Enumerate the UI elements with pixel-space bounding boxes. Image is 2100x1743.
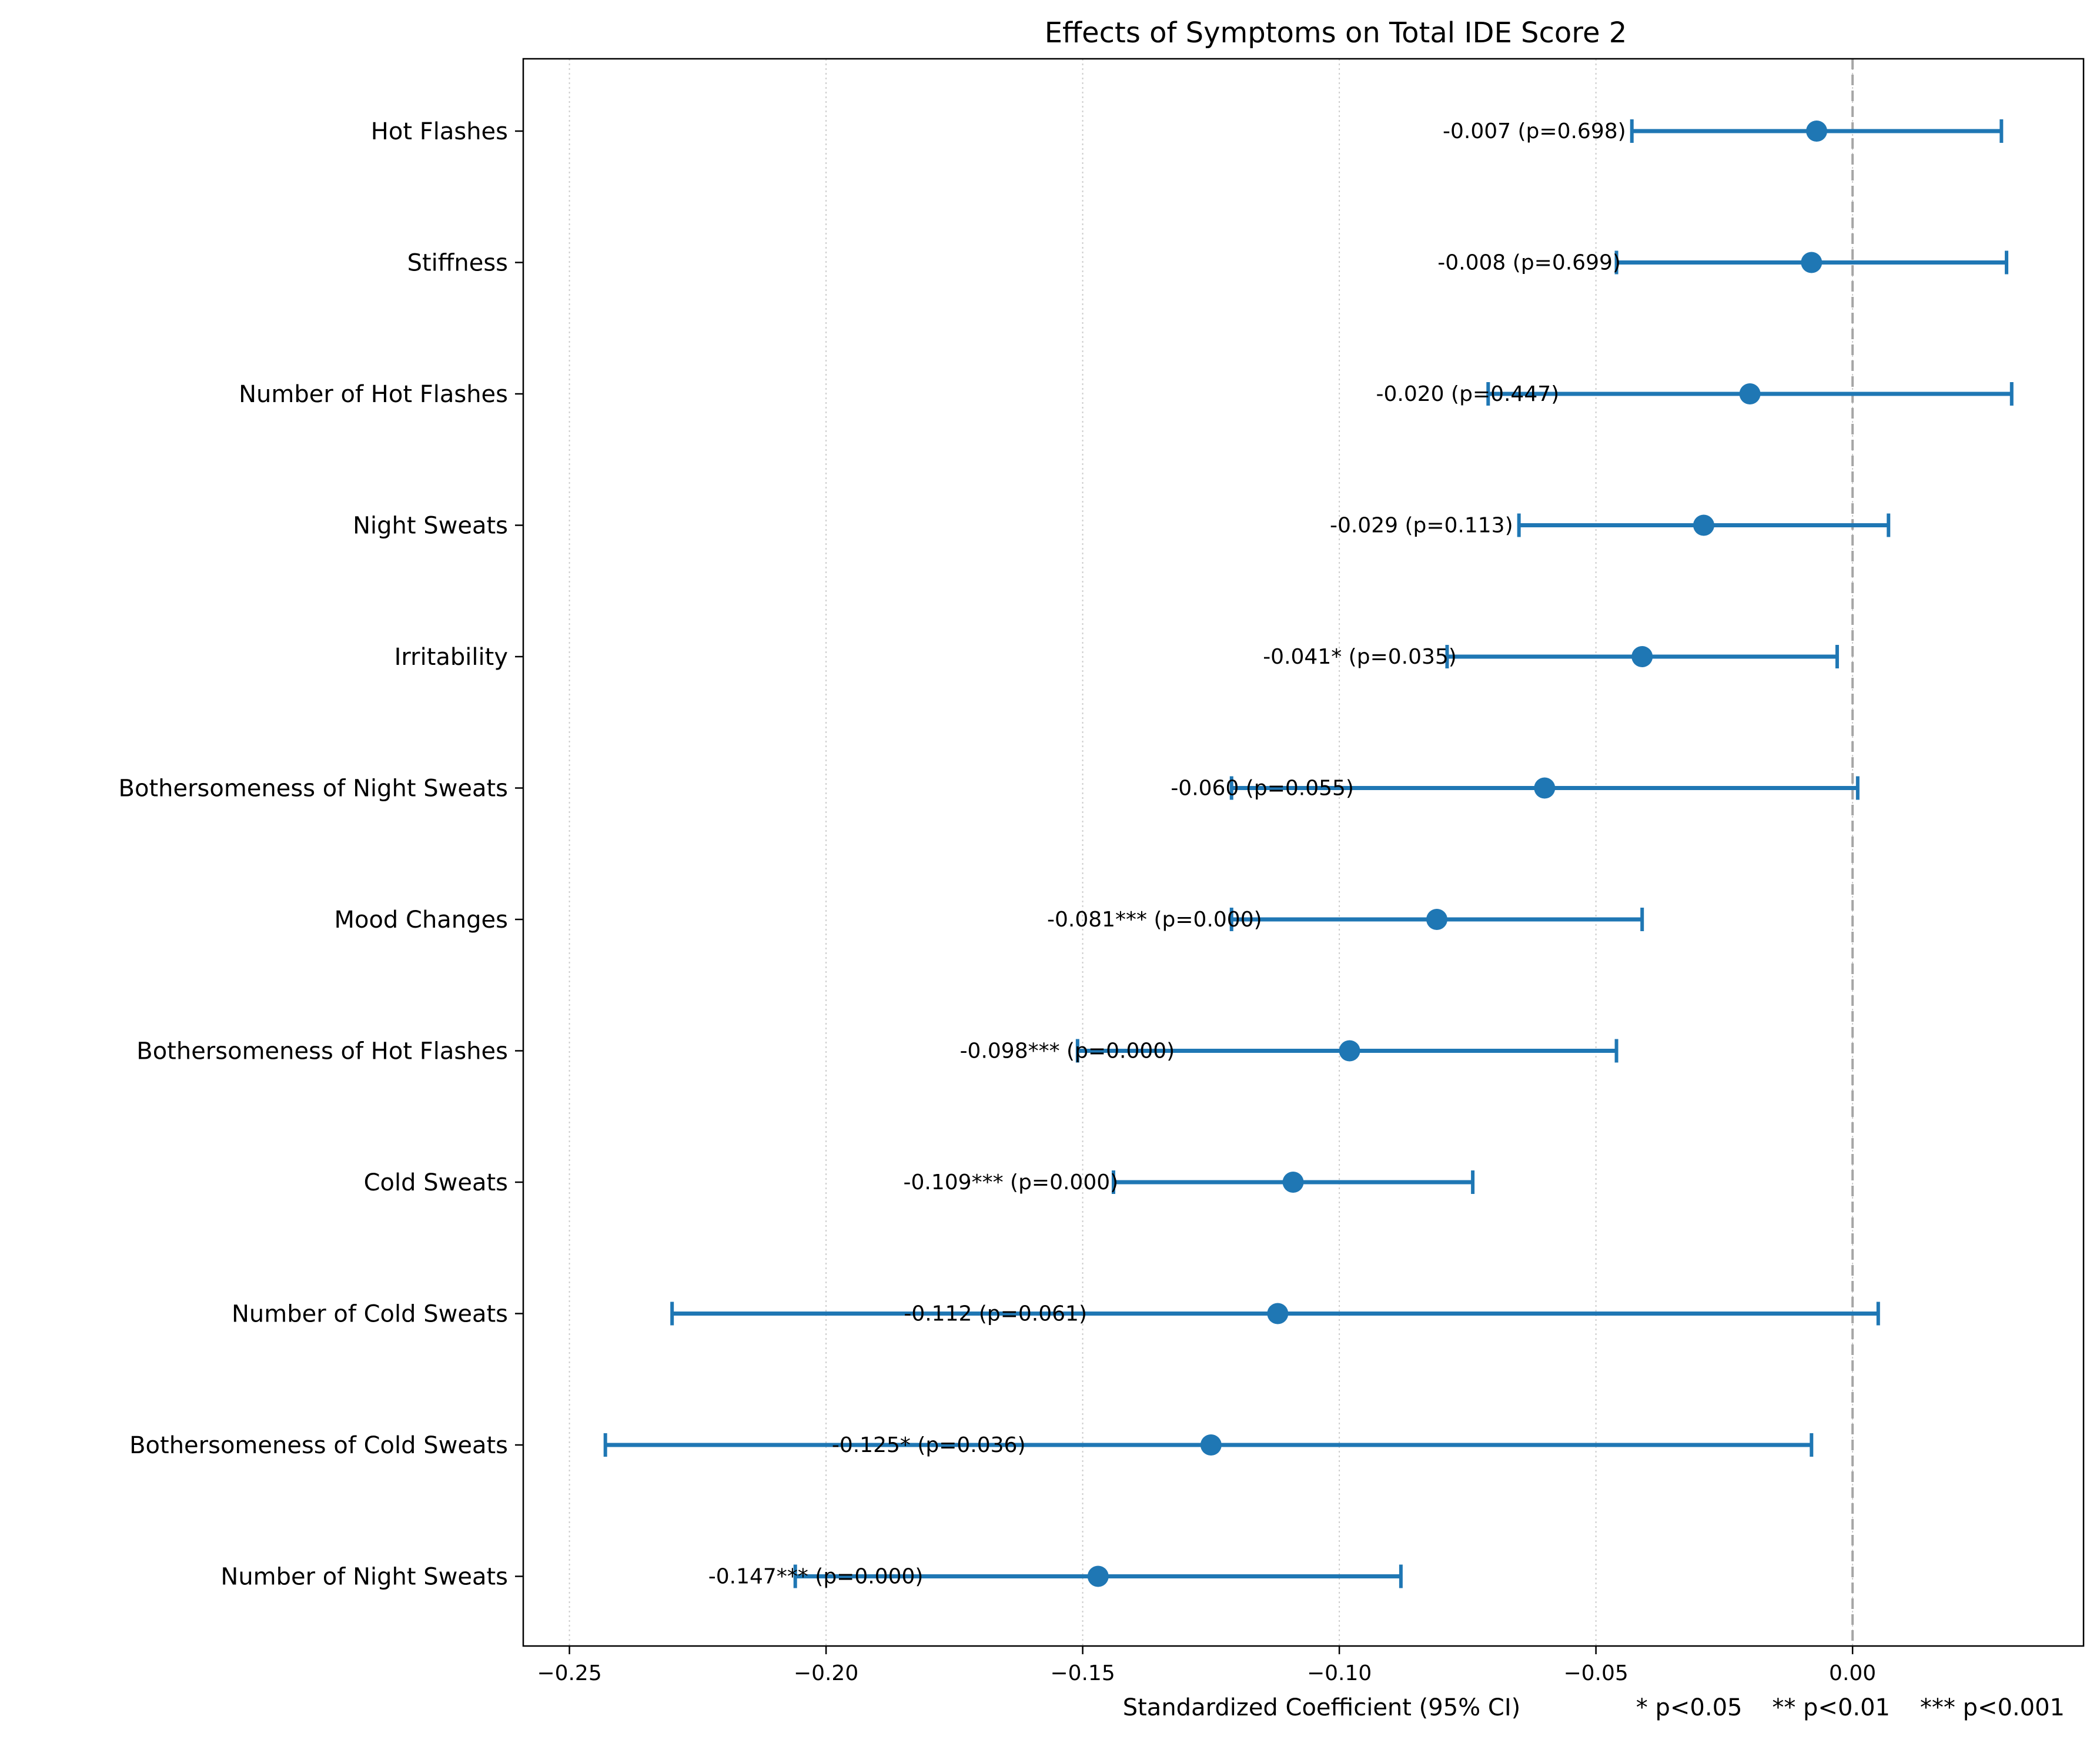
coefficient-annotations: -0.007 (p=0.698) -0.008 (p=0.699) -0.020 (… — [708, 119, 1626, 1589]
coefficient-point — [1282, 1172, 1304, 1193]
coefficient-point — [1267, 1303, 1289, 1324]
y-tick-label: Night Sweats — [353, 513, 508, 540]
y-tick-label: Number of Cold Sweats — [232, 1301, 508, 1328]
y-tick-label: Irritability — [394, 644, 508, 671]
coefficient-annotation: -0.060 (p=0.055) — [1171, 777, 1354, 801]
x-tick-label: 0.00 — [1829, 1661, 1876, 1685]
y-tick-label: Cold Sweats — [364, 1169, 508, 1196]
coefficient-annotation: -0.020 (p=0.447) — [1376, 382, 1560, 406]
y-axis-labels: Hot Flashes Stiffness Number of Hot Flashe… — [119, 118, 523, 1591]
chart-title: Effects of Symptoms on Total IDE Score 2 — [1045, 16, 1627, 49]
coefficient-annotation: -0.112 (p=0.061) — [904, 1302, 1087, 1326]
coefficient-annotation: -0.081*** (p=0.000) — [1047, 908, 1262, 932]
coefficient-annotation: -0.008 (p=0.699) — [1437, 251, 1621, 275]
y-tick-label: Bothersomeness of Cold Sweats — [129, 1432, 508, 1459]
coefficient-point — [1534, 777, 1556, 799]
x-tick-label: −0.25 — [537, 1661, 601, 1685]
x-tick-label: −0.05 — [1563, 1661, 1628, 1685]
coefficient-point — [1631, 646, 1653, 667]
x-axis-ticks: −0.25 −0.20 −0.15 −0.10 −0.05 0.00 — [537, 1646, 1876, 1685]
y-tick-label: Number of Hot Flashes — [239, 381, 508, 408]
significance-note: * p<0.05 ** p<0.01 *** p<0.001 — [1636, 1694, 2065, 1721]
coefficient-point — [1739, 383, 1761, 404]
coefficient-annotation: -0.007 (p=0.698) — [1443, 119, 1626, 143]
coefficient-point — [1426, 909, 1447, 930]
coefficient-point — [1801, 252, 1823, 273]
coefficient-annotation: -0.147*** (p=0.000) — [708, 1565, 924, 1589]
x-tick-label: −0.15 — [1050, 1661, 1115, 1685]
coefficient-annotation: -0.098*** (p=0.000) — [960, 1039, 1175, 1063]
coefficient-points — [1087, 121, 1828, 1587]
y-tick-label: Bothersomeness of Hot Flashes — [136, 1038, 508, 1065]
coefficient-point — [1806, 121, 1828, 142]
y-tick-label: Hot Flashes — [371, 118, 508, 145]
y-tick-label: Stiffness — [407, 250, 508, 277]
coefficient-annotation: -0.109*** (p=0.000) — [904, 1170, 1119, 1195]
plot-frame — [522, 58, 2085, 1647]
x-axis-label: Standardized Coefficient (95% CI) — [1123, 1694, 1521, 1721]
coefficient-annotation: -0.029 (p=0.113) — [1330, 514, 1513, 538]
coefficient-point — [1339, 1040, 1360, 1062]
y-tick-label: Number of Night Sweats — [220, 1564, 508, 1591]
coefficient-point — [1200, 1434, 1222, 1456]
coefficient-point — [1693, 514, 1714, 536]
x-tick-label: −0.20 — [794, 1661, 858, 1685]
x-tick-label: −0.10 — [1307, 1661, 1372, 1685]
coefficient-annotation: -0.041* (p=0.035) — [1263, 645, 1457, 669]
y-tick-label: Mood Changes — [334, 906, 508, 934]
coefficient-annotation: -0.125* (p=0.036) — [832, 1433, 1026, 1457]
y-tick-label: Bothersomeness of Night Sweats — [119, 775, 508, 802]
coefficient-point — [1087, 1565, 1109, 1587]
